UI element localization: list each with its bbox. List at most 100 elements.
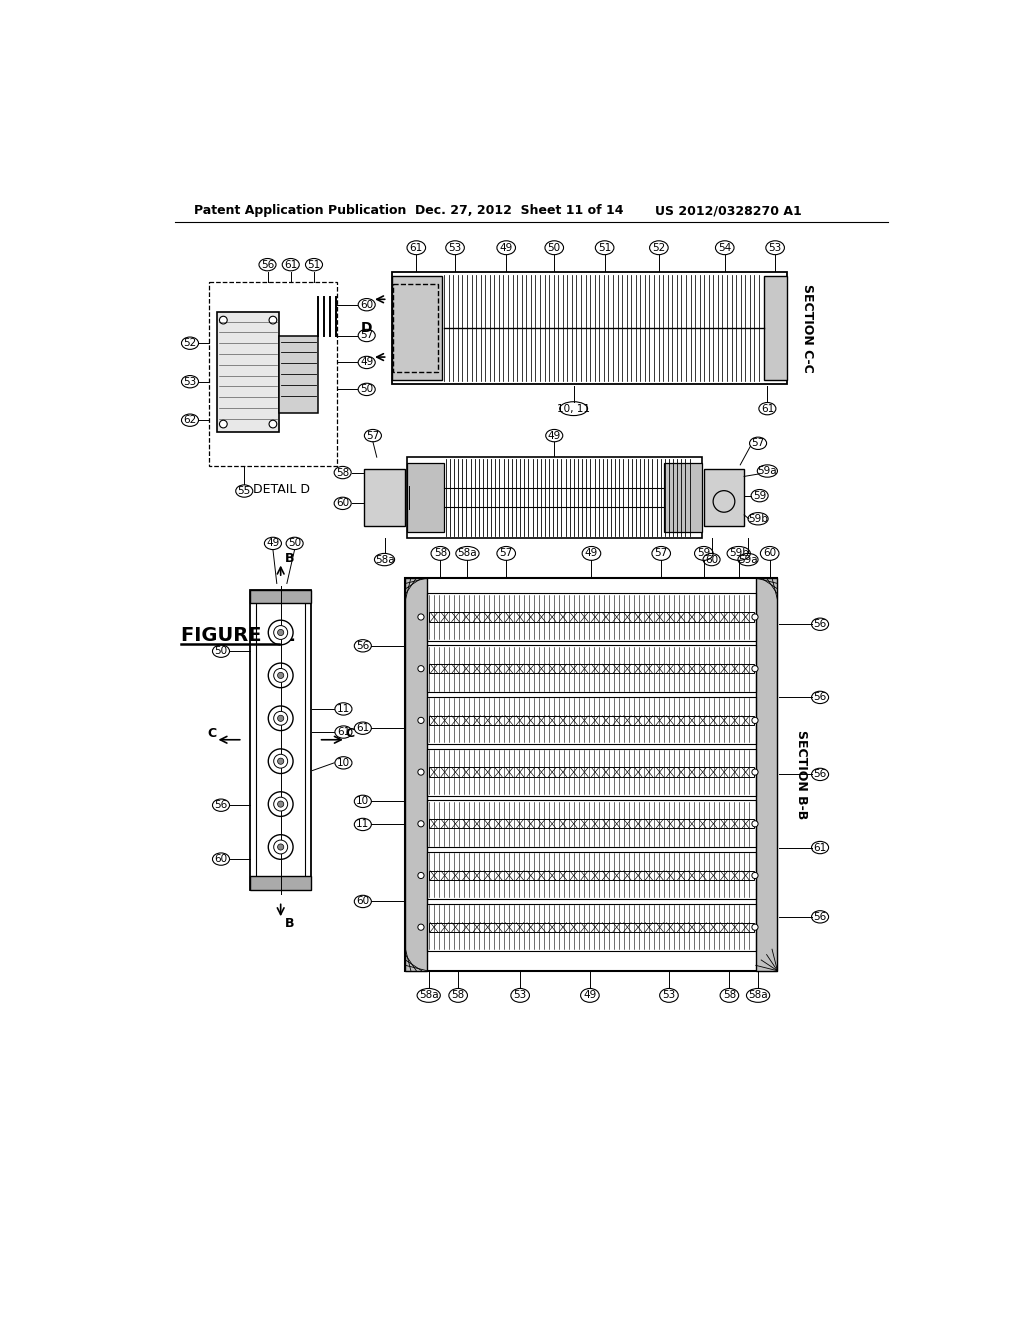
Circle shape bbox=[219, 317, 227, 323]
Circle shape bbox=[273, 754, 288, 768]
Bar bbox=[756, 578, 777, 970]
Text: 11: 11 bbox=[337, 704, 350, 714]
Text: 60: 60 bbox=[356, 896, 370, 907]
Text: 50: 50 bbox=[360, 384, 374, 395]
Bar bbox=[365, 469, 404, 527]
Bar bbox=[703, 469, 744, 527]
Bar bbox=[427, 904, 756, 950]
Circle shape bbox=[752, 873, 758, 879]
Text: 49: 49 bbox=[548, 430, 561, 441]
Bar bbox=[429, 767, 755, 776]
Text: 52: 52 bbox=[183, 338, 197, 348]
Bar bbox=[427, 697, 756, 744]
Bar bbox=[427, 851, 756, 899]
Circle shape bbox=[268, 620, 293, 645]
Text: B: B bbox=[285, 552, 294, 565]
Text: 11: 11 bbox=[356, 820, 370, 829]
Text: 58: 58 bbox=[434, 548, 446, 558]
Text: 59: 59 bbox=[697, 548, 711, 558]
Text: 60: 60 bbox=[214, 854, 227, 865]
Text: 60: 60 bbox=[763, 548, 776, 558]
Text: C: C bbox=[207, 727, 216, 741]
Text: B: B bbox=[285, 916, 294, 929]
Text: 54: 54 bbox=[718, 243, 731, 252]
Text: 56: 56 bbox=[813, 619, 826, 630]
Text: 10: 10 bbox=[337, 758, 350, 768]
Circle shape bbox=[273, 711, 288, 725]
Circle shape bbox=[752, 717, 758, 723]
Text: SECTION C-C: SECTION C-C bbox=[801, 284, 814, 372]
Bar bbox=[406, 578, 777, 970]
Text: 56: 56 bbox=[813, 770, 826, 779]
Text: FIGURE 11: FIGURE 11 bbox=[180, 626, 295, 645]
Bar bbox=[429, 871, 755, 880]
Text: 51: 51 bbox=[307, 260, 321, 269]
Bar bbox=[429, 664, 755, 673]
Text: DETAIL D: DETAIL D bbox=[253, 483, 309, 496]
Bar bbox=[391, 272, 786, 384]
Text: 57: 57 bbox=[654, 548, 668, 558]
Text: 56: 56 bbox=[261, 260, 274, 269]
Bar bbox=[407, 463, 444, 532]
Text: 49: 49 bbox=[266, 539, 280, 548]
Circle shape bbox=[273, 840, 288, 854]
Text: 50: 50 bbox=[548, 243, 561, 252]
Circle shape bbox=[268, 663, 293, 688]
Bar bbox=[427, 594, 756, 640]
Text: SECTION B-B: SECTION B-B bbox=[795, 730, 808, 818]
Circle shape bbox=[219, 420, 227, 428]
Text: 58: 58 bbox=[723, 990, 736, 1001]
Text: 53: 53 bbox=[768, 243, 781, 252]
Text: Dec. 27, 2012  Sheet 11 of 14: Dec. 27, 2012 Sheet 11 of 14 bbox=[415, 205, 624, 218]
Text: 58: 58 bbox=[452, 990, 465, 1001]
Text: 61: 61 bbox=[356, 723, 370, 733]
Text: 60: 60 bbox=[360, 300, 374, 310]
Text: 56: 56 bbox=[813, 912, 826, 921]
Text: Patent Application Publication: Patent Application Publication bbox=[194, 205, 407, 218]
Bar bbox=[251, 876, 311, 890]
Bar bbox=[427, 800, 756, 847]
Text: 49: 49 bbox=[500, 243, 513, 252]
Bar bbox=[391, 276, 442, 380]
Text: 59a: 59a bbox=[738, 554, 758, 565]
Text: 49: 49 bbox=[360, 358, 374, 367]
Circle shape bbox=[752, 821, 758, 826]
Bar bbox=[429, 612, 755, 622]
Circle shape bbox=[273, 626, 288, 639]
Circle shape bbox=[278, 758, 284, 764]
Circle shape bbox=[278, 672, 284, 678]
Text: 61: 61 bbox=[410, 243, 423, 252]
Text: 60: 60 bbox=[705, 554, 718, 565]
Bar bbox=[427, 645, 756, 692]
Text: 53: 53 bbox=[449, 243, 462, 252]
Circle shape bbox=[418, 770, 424, 775]
Text: 57: 57 bbox=[367, 430, 380, 441]
Text: 57: 57 bbox=[752, 438, 765, 449]
Text: 52: 52 bbox=[652, 243, 666, 252]
Bar bbox=[251, 590, 311, 603]
Text: 59a: 59a bbox=[758, 466, 777, 477]
Circle shape bbox=[278, 630, 284, 636]
Text: 56: 56 bbox=[356, 640, 370, 651]
Circle shape bbox=[752, 924, 758, 931]
Text: 51: 51 bbox=[598, 243, 611, 252]
Bar bbox=[280, 335, 317, 412]
Bar bbox=[251, 590, 311, 890]
Bar bbox=[209, 281, 337, 466]
Text: 61: 61 bbox=[284, 260, 297, 269]
Circle shape bbox=[278, 843, 284, 850]
Circle shape bbox=[418, 821, 424, 826]
Text: 59b: 59b bbox=[749, 513, 768, 524]
Bar bbox=[407, 457, 701, 539]
Circle shape bbox=[278, 715, 284, 721]
Circle shape bbox=[418, 924, 424, 931]
Text: D: D bbox=[360, 321, 373, 335]
Circle shape bbox=[752, 770, 758, 775]
Bar bbox=[406, 578, 427, 970]
Circle shape bbox=[752, 614, 758, 620]
Text: 57: 57 bbox=[500, 548, 513, 558]
Circle shape bbox=[418, 614, 424, 620]
Circle shape bbox=[273, 797, 288, 810]
Text: 58a: 58a bbox=[419, 990, 438, 1001]
Text: 61: 61 bbox=[813, 842, 826, 853]
